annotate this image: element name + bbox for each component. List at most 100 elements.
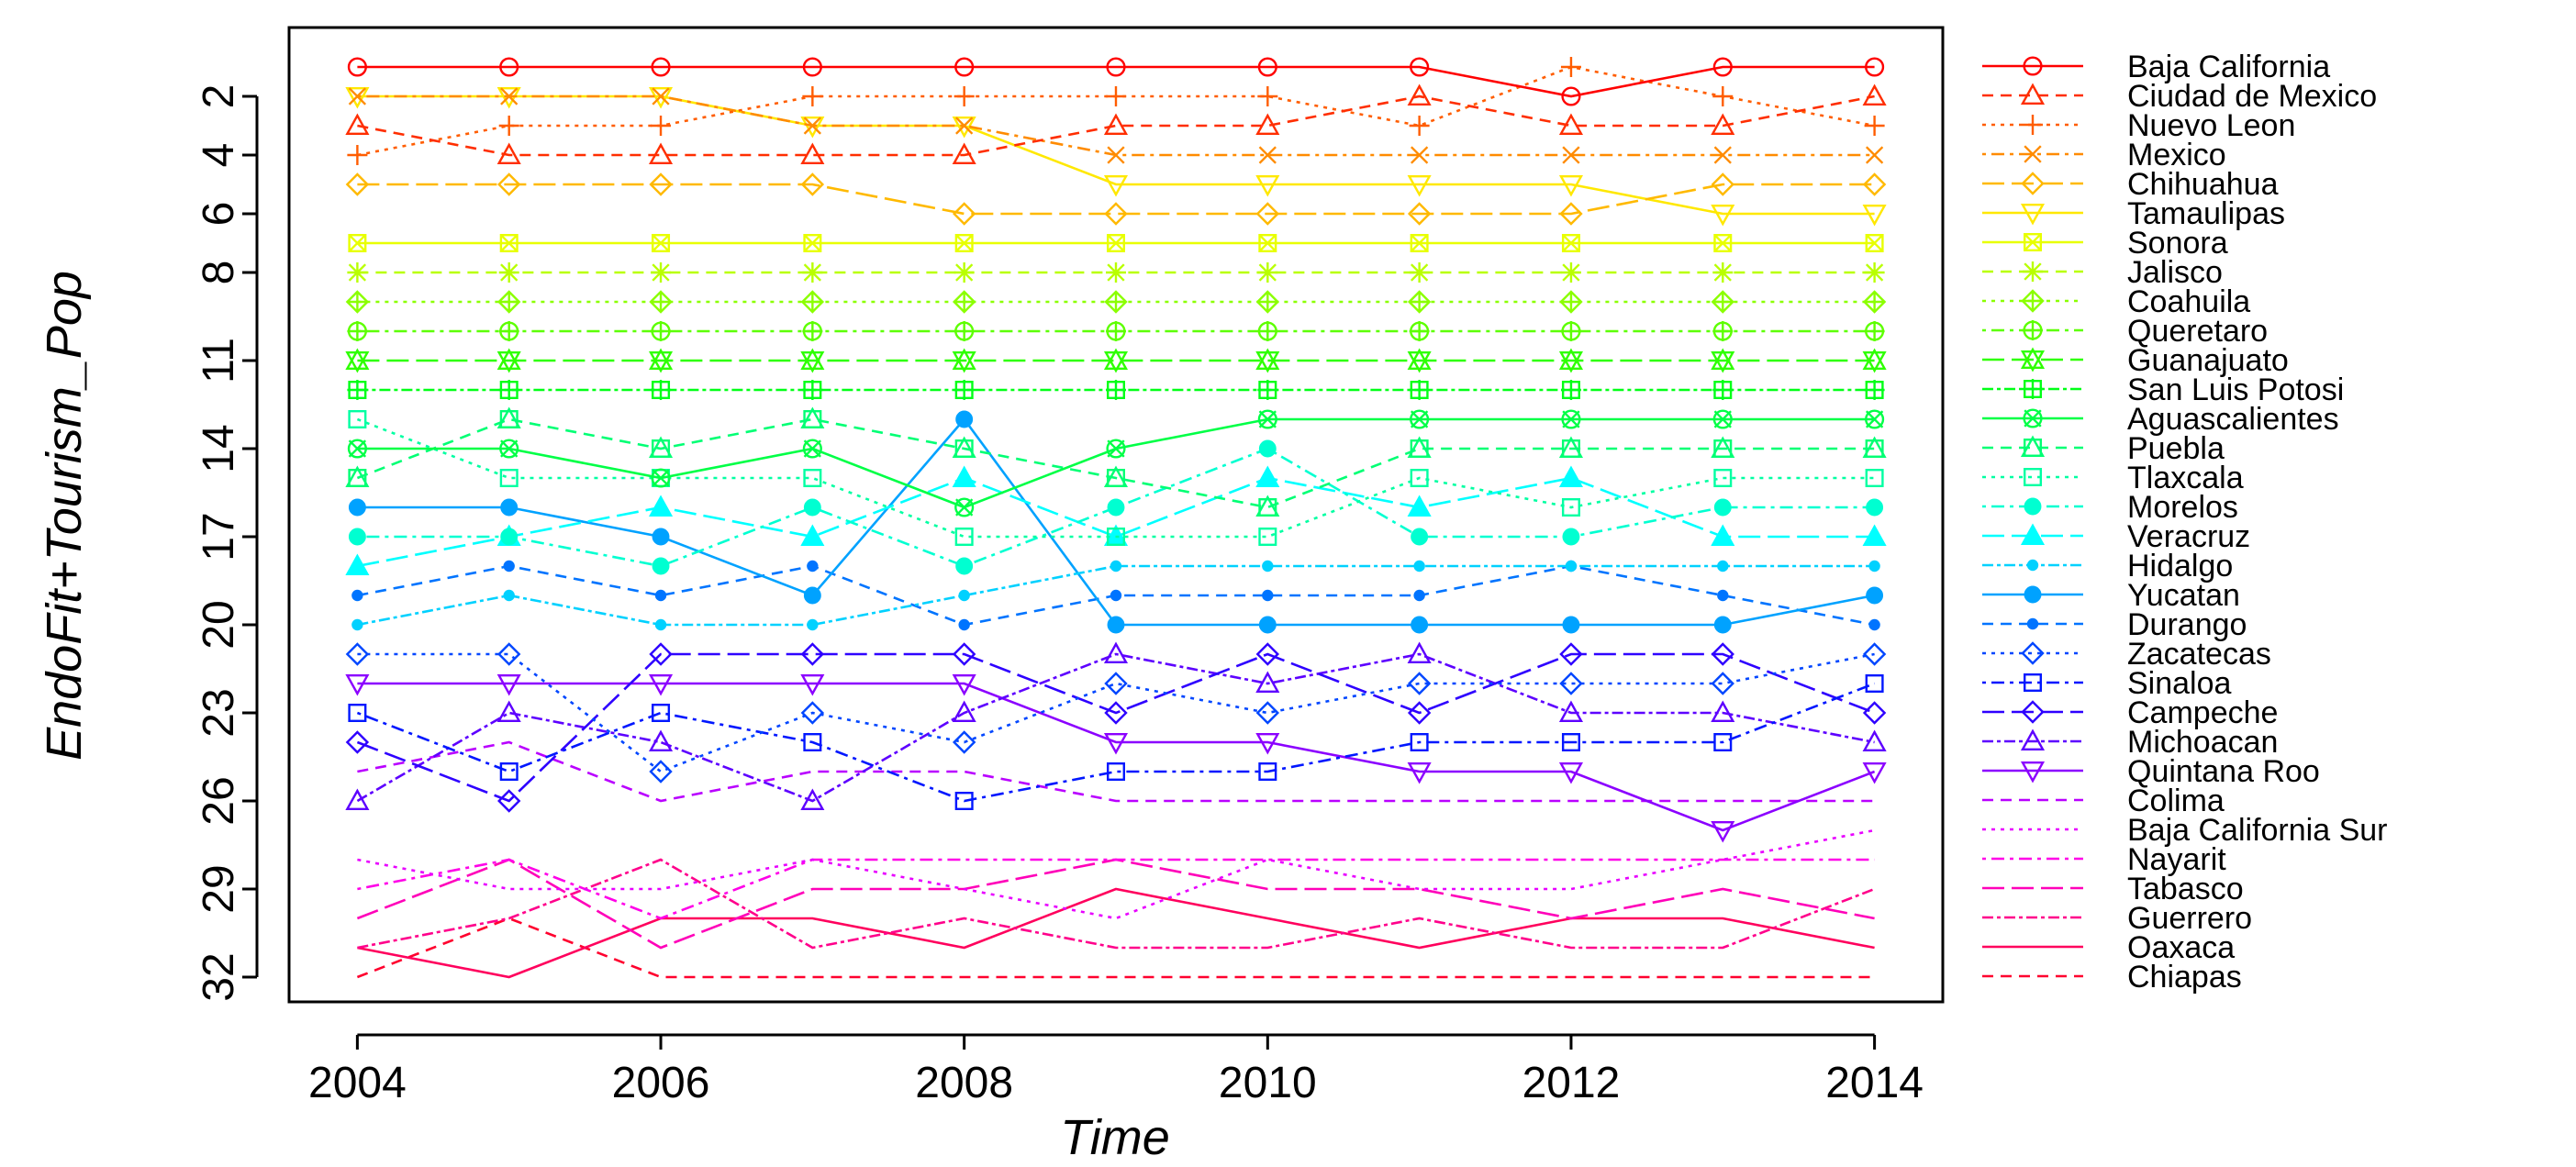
point-coahuila — [1407, 290, 1432, 314]
series-line-morelos — [357, 447, 1875, 568]
series-line-ciudad-de-mexico — [357, 94, 1875, 157]
legend-label: Puebla — [2127, 431, 2225, 466]
point-campeche — [1559, 642, 1583, 666]
point-jalisco — [1560, 262, 1581, 283]
series-line-hidalgo — [357, 564, 1875, 627]
legend-label: Chiapas — [2127, 960, 2242, 995]
point-morelos — [348, 528, 366, 546]
legend-marker — [2021, 289, 2045, 313]
point-tlaxcala — [1258, 528, 1277, 547]
point-sonora — [1713, 234, 1733, 253]
legend-label: Baja California — [2127, 50, 2330, 84]
legend-item-puebla: Puebla — [1982, 431, 2225, 466]
point-yucatan — [1258, 616, 1277, 634]
point-nuevo-leon — [1257, 86, 1278, 106]
series-puebla — [345, 406, 1887, 517]
series-michoacan — [345, 641, 1887, 810]
legend-marker — [2020, 203, 2046, 226]
series-san-luis-potosi — [347, 380, 1885, 400]
point-hidalgo — [1565, 560, 1578, 572]
point-tlaxcala — [1561, 498, 1580, 517]
series-veracruz — [345, 465, 1887, 575]
point-hidalgo — [654, 618, 667, 631]
point-zacatecas — [1711, 672, 1734, 695]
series-line-chihuahua — [357, 183, 1875, 216]
point-hidalgo — [1413, 560, 1425, 572]
legend-label: Sonora — [2127, 226, 2228, 261]
point-quintana-roo — [1255, 733, 1280, 755]
point-mexico — [1713, 146, 1732, 164]
point-durango — [1262, 589, 1274, 602]
point-ciudad-de-mexico — [1711, 113, 1735, 136]
series-line-chiapas — [356, 917, 1875, 979]
point-guanajuato — [800, 348, 825, 373]
point-mexico — [1562, 146, 1580, 164]
point-durango — [1868, 618, 1880, 631]
legend-label: Guerrero — [2127, 901, 2252, 936]
point-zacatecas — [1862, 642, 1887, 666]
point-queretaro — [1560, 321, 1581, 341]
legend-label: Durango — [2127, 607, 2247, 642]
point-campeche — [1711, 642, 1734, 666]
point-ciudad-de-mexico — [1255, 113, 1280, 136]
point-yucatan — [1107, 616, 1125, 634]
legend-label: Queretaro — [2127, 314, 2268, 349]
point-san-luis-potosi — [1864, 380, 1885, 400]
point-tlaxcala — [1713, 469, 1733, 488]
point-jalisco — [1257, 262, 1278, 283]
point-san-luis-potosi — [1257, 380, 1278, 400]
point-mexico — [955, 117, 974, 135]
point-coahuila — [1862, 290, 1887, 314]
legend-marker — [2023, 379, 2043, 399]
point-baja-california — [1561, 86, 1581, 106]
point-sonora — [954, 234, 974, 253]
point-yucatan — [1411, 616, 1429, 634]
point-queretaro — [1409, 321, 1430, 341]
point-aguascalientes — [1561, 409, 1581, 429]
legend-marker — [2024, 497, 2042, 516]
point-veracruz — [648, 495, 674, 517]
point-chihuahua — [345, 172, 370, 196]
point-puebla — [1711, 436, 1735, 459]
point-baja-california — [1410, 57, 1430, 77]
axis-layer: 2 4 6 8 11 14 17 20 23 26 29 32 2004 2006 2008 2010 2012… — [195, 84, 1924, 1107]
point-puebla — [1103, 465, 1129, 488]
legend-marker — [2023, 408, 2043, 428]
series-guerrero — [357, 858, 1876, 950]
point-queretaro — [347, 321, 368, 341]
point-tlaxcala — [1410, 469, 1429, 488]
point-coahuila — [1255, 290, 1280, 314]
series-queretaro — [347, 321, 1885, 341]
point-michoacan — [952, 700, 976, 722]
legend-item-sonora: Sonora — [1982, 226, 2228, 261]
point-sonora — [1106, 234, 1125, 253]
point-ciudad-de-mexico — [1407, 83, 1432, 106]
legend-label: Colima — [2127, 784, 2225, 818]
legend-label: Yucatan — [2127, 578, 2240, 613]
point-zacatecas — [1559, 672, 1583, 695]
legend-label: Guanajuato — [2127, 343, 2289, 378]
point-quintana-roo — [1103, 733, 1129, 755]
point-michoacan — [1711, 700, 1735, 722]
legend-label: Nuevo Leon — [2127, 108, 2295, 143]
point-morelos — [1258, 439, 1277, 458]
y-tick-label: 8 — [195, 261, 243, 285]
point-nuevo-leon — [1560, 57, 1581, 77]
point-sonora — [1258, 234, 1277, 253]
legend-label: Chihuahua — [2127, 167, 2279, 202]
point-puebla — [1255, 495, 1280, 517]
legend-label: Tamaulipas — [2127, 196, 2285, 231]
point-michoacan — [800, 788, 825, 810]
x-tick-label: 2006 — [612, 1059, 710, 1107]
series-jalisco — [347, 262, 1885, 283]
series-tlaxcala — [348, 410, 1884, 547]
point-chihuahua — [1559, 202, 1583, 226]
series-line-sinaloa — [356, 682, 1876, 803]
point-coahuila — [800, 290, 825, 314]
x-tick-label: 2010 — [1219, 1059, 1317, 1107]
legend-label: Morelos — [2127, 490, 2238, 525]
point-veracruz — [1558, 465, 1584, 487]
legend-item-zacatecas: Zacatecas — [1982, 637, 2271, 672]
legend-item-michoacan: Michoacan — [1982, 725, 2278, 760]
point-durango — [958, 618, 970, 631]
